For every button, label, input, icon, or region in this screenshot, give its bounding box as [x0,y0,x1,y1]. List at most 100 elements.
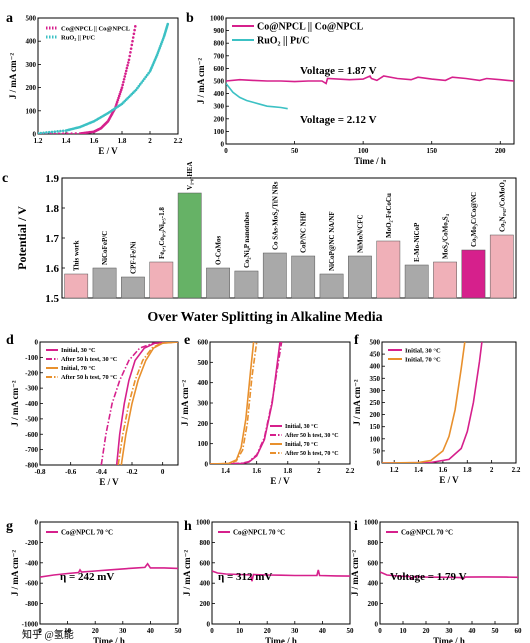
x-tick-label: 200 [495,147,506,155]
y-tick-label: 1.6 [45,263,59,275]
y-tick-label: -200 [25,369,38,377]
y-tick-label: 0 [35,339,39,347]
legend-label: Co@NPCL 70 °C [61,528,113,536]
panel-letter-g: g [6,519,13,534]
series-line-1 [382,342,483,463]
x-tick-label: -0.6 [65,468,77,476]
data-point [115,100,119,104]
legend-label: Initial, 70 °C [61,365,96,372]
x-tick-label: 0 [224,147,228,155]
y-tick-label: 100 [26,107,37,115]
annotation: Voltage = 2.12 V [300,114,377,126]
data-point [120,88,123,91]
x-tick-label: 100 [358,147,369,155]
y-tick-label: 450 [370,351,381,359]
category-label: NiCoP@NC NA/NF [328,211,336,271]
panel-e: 1.4 1.6 1.8 2 2.2 0 100 200 300 400 500 600 E / V J /… [180,333,355,486]
series-line-1 [212,569,350,582]
panel-letter-a: a [6,11,13,26]
legend-label: After 50 h test, 70 °C [61,374,118,381]
legend-label: Co@NPCL || Co@NPCL [257,22,364,33]
series-line-1 [40,562,178,578]
x-axis-label: Time / h [354,156,386,166]
bar [149,261,174,299]
y-tick-label: 200 [214,115,225,123]
data-point [125,66,129,70]
bar [206,267,230,299]
data-point [124,69,128,73]
legend-label: RuO₂ || Pt/C [257,36,309,47]
x-tick-label: 40 [319,627,327,635]
category-label: Fe₀.₁Co₀.₃Ni₀.₅-1.8 [158,207,166,259]
x-tick-label: 30 [119,627,127,635]
legend-label: Initial, 30 °C [285,423,318,430]
x-axis-label: Time / h [433,636,465,643]
category-label: NiCoFeP/C [101,231,109,265]
y-axis-label: Potential / V [15,206,29,270]
y-axis-label: J / mA cm⁻² [182,550,192,596]
data-point [45,131,48,134]
x-tick-label: 0 [38,627,42,635]
legend-label: Initial, 70 °C [285,441,318,448]
data-point [131,39,134,43]
panel-letter-b: b [186,11,194,26]
y-tick-label: 900 [214,27,225,35]
x-tick-label: 10 [400,627,408,635]
x-tick-label: 30 [446,627,454,635]
x-tick-label: 150 [426,147,437,155]
data-point [122,80,125,84]
panel-letter-h: h [184,519,192,534]
y-tick-label: 0 [35,519,39,527]
x-tick-label: 40 [147,627,155,635]
y-tick-label: 200 [370,411,381,419]
panel-c: 1.5 1.6 1.7 1.8 1.9 Potential / V c This work Ni… [2,161,517,305]
bar [376,240,401,299]
data-point [53,130,57,133]
data-point [137,84,141,88]
data-point [121,83,124,87]
bar [64,273,89,299]
legend-label: Initial, 30 °C [61,347,96,354]
y-tick-label: 300 [198,400,209,408]
x-tick-label: 1.6 [439,466,448,474]
data-point [39,131,43,134]
x-axis-label: Time / h [93,636,125,643]
panel-letter-f: f [354,333,359,348]
x-tick-label: 50 [175,627,183,635]
panel-letter-c: c [2,171,8,186]
y-tick-label: 400 [198,379,209,387]
panel-letter-i: i [354,519,358,534]
y-axis-label: J / mA cm⁻² [10,380,20,426]
panel-h: 0 10 20 30 40 50 0 200 400 600 800 1000 Time / h J / … [182,519,354,643]
bar [177,192,202,299]
x-tick-label: 50 [347,627,355,635]
y-tick-label: 600 [200,559,211,567]
data-point [129,51,132,54]
x-tick-label: 0 [210,627,214,635]
x-tick-label: 20 [264,627,272,635]
y-tick-label: 500 [198,359,209,367]
series-line-2 [226,83,288,110]
x-tick-label: 1.4 [414,466,423,474]
category-label: CoP/NC NHP [300,211,308,253]
data-point [59,129,62,133]
annotation: Voltage = 1.87 V [300,65,377,77]
data-point [134,25,137,28]
panel-b: 0 50 100 150 200 0 100 200 300 400 500 600 700 800 900… [186,11,515,166]
y-tick-label: 1.5 [45,293,59,305]
bar [404,264,429,299]
data-point [70,132,73,134]
y-tick-label: 50 [373,447,381,455]
x-tick-label: 20 [423,627,431,635]
category-label: NiMoN/CFC [356,215,364,254]
y-tick-label: 1.8 [45,203,59,215]
y-tick-label: -400 [25,559,38,567]
series-line-1 [210,342,281,464]
y-tick-label: 0 [33,131,37,139]
y-tick-label: 600 [368,559,379,567]
y-tick-label: 400 [370,363,381,371]
bar [319,273,344,299]
data-point [147,71,150,75]
bar [489,234,514,299]
